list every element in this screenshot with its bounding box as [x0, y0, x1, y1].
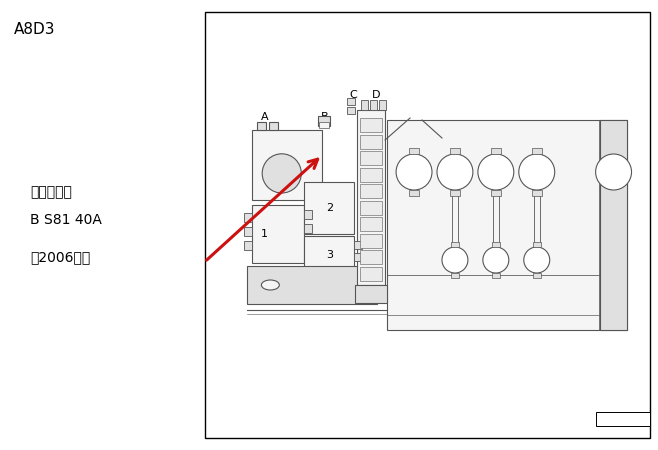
Bar	[450, 148, 460, 154]
Bar	[318, 116, 330, 126]
Text: 1: 1	[369, 120, 373, 126]
Bar	[247, 266, 377, 304]
Bar	[304, 182, 354, 234]
Circle shape	[442, 247, 468, 273]
Text: 2: 2	[492, 167, 499, 177]
Bar	[599, 120, 626, 330]
Text: 自2006年起: 自2006年起	[30, 250, 90, 264]
Circle shape	[519, 154, 555, 190]
Bar	[595, 412, 651, 426]
Bar	[354, 253, 362, 261]
Bar	[379, 100, 386, 110]
Text: 行李箱右侧: 行李箱右侧	[30, 185, 72, 199]
Bar	[360, 266, 382, 281]
Text: A97-1223: A97-1223	[597, 413, 645, 423]
Bar	[451, 242, 459, 247]
Bar	[387, 120, 626, 330]
Text: 5: 5	[610, 167, 617, 177]
Bar	[347, 107, 355, 114]
Text: 4: 4	[411, 167, 418, 177]
Text: 3: 3	[326, 250, 333, 260]
Bar	[533, 273, 541, 278]
Circle shape	[524, 247, 549, 273]
Bar	[357, 110, 385, 285]
Bar	[532, 148, 542, 154]
Bar	[244, 241, 253, 250]
Bar	[269, 122, 278, 130]
Ellipse shape	[261, 280, 280, 290]
Circle shape	[396, 154, 432, 190]
Text: 5: 5	[369, 186, 373, 192]
Text: 2: 2	[326, 203, 333, 213]
Bar	[370, 100, 377, 110]
Bar	[360, 234, 382, 248]
Text: 2: 2	[369, 136, 373, 143]
Text: D: D	[372, 90, 380, 100]
Circle shape	[437, 154, 473, 190]
Circle shape	[262, 154, 301, 193]
Text: 1A: 1A	[530, 255, 543, 265]
Bar	[451, 273, 459, 278]
Text: 9: 9	[369, 252, 373, 258]
Bar	[253, 205, 304, 263]
Circle shape	[478, 154, 514, 190]
Text: A: A	[261, 112, 268, 122]
Bar	[360, 167, 382, 182]
Bar	[355, 285, 387, 303]
Bar	[409, 190, 419, 196]
Text: C: C	[349, 90, 357, 100]
Text: B: B	[320, 112, 328, 122]
Bar	[347, 98, 355, 105]
Bar	[491, 190, 501, 196]
Bar	[319, 122, 329, 128]
Bar	[360, 118, 382, 132]
Text: 2A: 2A	[490, 255, 502, 265]
Bar	[205, 12, 651, 438]
Bar	[360, 151, 382, 165]
Bar	[244, 227, 253, 236]
Bar	[304, 224, 313, 233]
Bar	[409, 148, 419, 154]
Text: A8D3: A8D3	[14, 22, 55, 37]
Bar	[360, 201, 382, 215]
Text: 10: 10	[367, 269, 376, 274]
Bar	[253, 130, 322, 200]
Bar	[360, 250, 382, 264]
Bar	[304, 210, 313, 219]
Bar	[244, 213, 253, 222]
Bar	[533, 242, 541, 247]
Bar	[492, 242, 500, 247]
Bar	[360, 217, 382, 231]
Bar	[360, 184, 382, 198]
Bar	[257, 122, 266, 130]
Text: 3: 3	[369, 153, 373, 159]
Text: 1: 1	[261, 229, 268, 239]
Text: 4: 4	[369, 170, 373, 176]
Bar	[491, 148, 501, 154]
Circle shape	[595, 154, 632, 190]
Bar	[492, 273, 500, 278]
Bar	[360, 135, 382, 149]
Bar	[361, 100, 368, 110]
Text: B S81 40A: B S81 40A	[30, 213, 102, 227]
Bar	[532, 190, 542, 196]
Bar	[354, 241, 362, 249]
Text: 1: 1	[533, 167, 540, 177]
Circle shape	[483, 247, 509, 273]
Text: 6: 6	[369, 202, 373, 208]
Text: 3A: 3A	[449, 255, 461, 265]
Text: 3: 3	[451, 167, 459, 177]
Bar	[450, 190, 460, 196]
Bar	[304, 236, 354, 274]
Text: 8: 8	[369, 235, 373, 242]
Text: 7: 7	[369, 219, 373, 225]
